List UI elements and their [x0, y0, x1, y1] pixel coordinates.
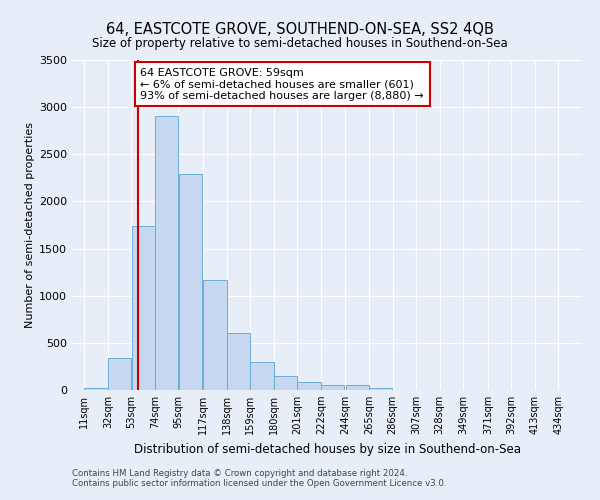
Bar	[155, 116, 178, 390]
Bar	[131, 226, 155, 390]
Bar	[346, 385, 369, 390]
Bar	[250, 362, 274, 390]
Text: Contains public sector information licensed under the Open Government Licence v3: Contains public sector information licen…	[72, 478, 446, 488]
Text: 64, EASTCOTE GROVE, SOUTHEND-ON-SEA, SS2 4QB: 64, EASTCOTE GROVE, SOUTHEND-ON-SEA, SS2…	[106, 22, 494, 38]
Bar	[274, 376, 297, 390]
Bar	[203, 280, 227, 390]
Bar	[108, 358, 131, 390]
X-axis label: Distribution of semi-detached houses by size in Southend-on-Sea: Distribution of semi-detached houses by …	[133, 442, 521, 456]
Bar	[227, 334, 250, 390]
Bar	[321, 385, 344, 390]
Bar	[298, 382, 320, 390]
Bar	[369, 388, 392, 390]
Text: Size of property relative to semi-detached houses in Southend-on-Sea: Size of property relative to semi-detach…	[92, 38, 508, 51]
Bar	[179, 174, 202, 390]
Text: Contains HM Land Registry data © Crown copyright and database right 2024.: Contains HM Land Registry data © Crown c…	[72, 468, 407, 477]
Bar	[85, 388, 108, 390]
Text: 64 EASTCOTE GROVE: 59sqm
← 6% of semi-detached houses are smaller (601)
93% of s: 64 EASTCOTE GROVE: 59sqm ← 6% of semi-de…	[140, 68, 424, 100]
Y-axis label: Number of semi-detached properties: Number of semi-detached properties	[25, 122, 35, 328]
